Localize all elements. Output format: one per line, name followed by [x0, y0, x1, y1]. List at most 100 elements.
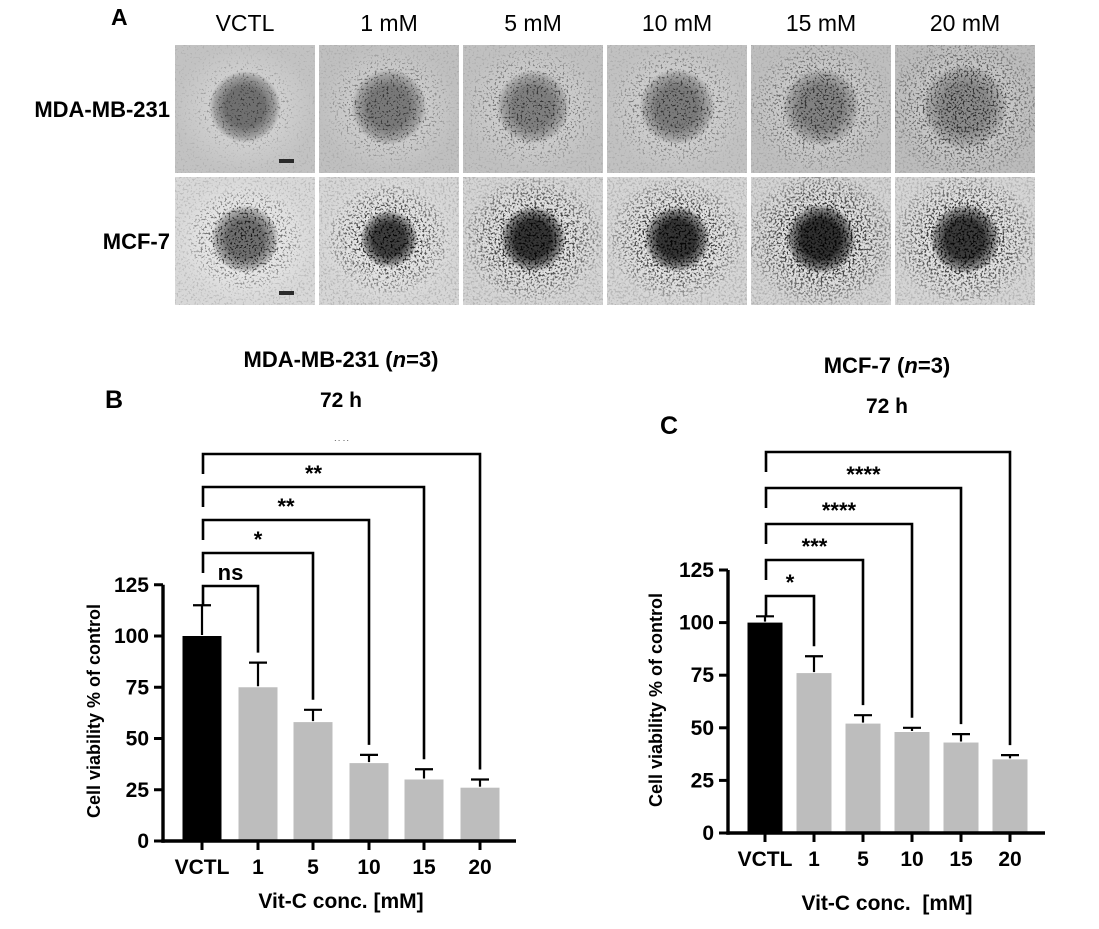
y-tick-label-25: 25	[691, 769, 715, 792]
micrograph-mda-mb-231-1-mm	[319, 45, 459, 173]
x-tick-label-15: 15	[412, 856, 436, 879]
x-tick-label-vctl: VCTL	[175, 856, 230, 879]
micrograph-mda-mb-231-15-mm	[751, 45, 891, 173]
bar-20	[992, 759, 1028, 833]
panel-b-title: MDA-MB-231 (n=3)	[161, 347, 521, 372]
x-tick-label-20: 20	[468, 856, 491, 879]
panel-c-label: C	[660, 412, 679, 440]
x-tick-label-15: 15	[949, 848, 973, 871]
x-tick-label-5: 5	[857, 848, 869, 871]
y-tick-label-125: 125	[114, 574, 149, 597]
sig-label-vctl-vs-10: ****	[822, 498, 857, 523]
cell-debris-speckle	[175, 45, 315, 173]
panel-b-title-post: =3)	[406, 347, 439, 372]
sig-label-vctl-vs-20: ****	[871, 440, 906, 451]
x-tick-label-1: 1	[808, 848, 820, 871]
y-tick-label-100: 100	[114, 625, 149, 648]
x-tick-label-20: 20	[998, 848, 1021, 871]
panel-c-title: MCF-7 (n=3)	[707, 353, 1067, 378]
scale-bar	[279, 291, 294, 295]
x-tick-label-vctl: VCTL	[738, 848, 793, 871]
panel-b-label: B	[105, 386, 124, 414]
bar-vctl	[747, 622, 783, 833]
panel-c-title-pre: MCF-7 (	[823, 353, 905, 378]
x-tick-label-10: 10	[357, 856, 380, 879]
bar-10	[894, 732, 930, 833]
bar-5	[293, 722, 333, 841]
cell-debris-speckle	[751, 45, 891, 173]
y-tick-label-25: 25	[126, 779, 150, 802]
y-axis-title: Cell viability % of control	[84, 604, 104, 818]
bar-1	[238, 687, 278, 841]
panel-b-title-n: n	[392, 347, 407, 372]
cell-debris-speckle	[175, 177, 315, 305]
panel-c-title-post: =3)	[917, 353, 951, 378]
sig-bracket-vctl-vs-5	[201, 551, 315, 700]
micrograph-mcf-7-20-mm	[895, 177, 1035, 305]
x-tick-label-10: 10	[900, 848, 923, 871]
micrograph-mcf-7-vctl	[175, 177, 315, 305]
panel-a-col-label-15-mm: 15 mM	[785, 10, 857, 36]
micrograph-mda-mb-231-5-mm	[463, 45, 603, 173]
y-tick-label-125: 125	[679, 559, 714, 582]
panel-a-col-label-10-mm: 10 mM	[641, 10, 713, 36]
sig-bracket-vctl-vs-10	[201, 518, 371, 745]
panel-a-col-label-1-mm: 1 mM	[360, 10, 418, 36]
x-axis-title: Vit-C conc. [mM]	[801, 892, 972, 915]
sig-label-vctl-vs-10: **	[277, 494, 295, 519]
sig-bracket-vctl-vs-15	[764, 486, 963, 725]
y-tick-label-75: 75	[691, 664, 715, 687]
micrograph-mda-mb-231-20-mm	[895, 45, 1035, 173]
sig-label-vctl-vs-5: *	[254, 527, 263, 552]
panel-c-subtitle: 72 h	[865, 395, 909, 418]
sig-bracket-vctl-vs-15	[201, 485, 426, 760]
panel-c-title-n: n	[904, 353, 918, 378]
scale-bar	[279, 159, 294, 163]
cell-debris-speckle	[607, 177, 747, 305]
x-axis-title: Vit-C conc. [mM]	[258, 890, 423, 913]
y-tick-label-100: 100	[679, 612, 714, 635]
panel-a-row-label-mda-mb-231: MDA-MB-231	[34, 97, 170, 122]
sig-bracket-vctl-vs-10	[764, 522, 914, 718]
micrograph-mcf-7-10-mm	[607, 177, 747, 305]
bar-vctl	[182, 636, 222, 841]
cell-debris-speckle	[895, 177, 1035, 305]
sig-bracket-vctl-vs-5	[764, 558, 865, 706]
x-tick-label-5: 5	[307, 856, 319, 879]
bar-10	[349, 763, 389, 841]
sig-label-vctl-vs-20: **	[333, 440, 351, 453]
panel-b-title-pre: MDA-MB-231 (	[243, 347, 393, 372]
bar-5	[845, 723, 881, 833]
cell-debris-speckle	[607, 45, 747, 173]
sig-bracket-vctl-vs-1	[764, 594, 816, 647]
sig-label-vctl-vs-15: **	[305, 461, 323, 486]
y-tick-label-0: 0	[702, 822, 714, 845]
bar-20	[460, 787, 500, 841]
micrograph-mda-mb-231-vctl	[175, 45, 315, 173]
y-tick-label-75: 75	[126, 676, 150, 699]
cell-debris-speckle	[751, 177, 891, 305]
y-tick-label-50: 50	[126, 728, 149, 751]
sig-label-vctl-vs-1: ns	[218, 560, 244, 585]
micrograph-mcf-7-5-mm	[463, 177, 603, 305]
bar-15	[943, 742, 979, 833]
panel-a-label: A	[111, 4, 128, 30]
y-axis-title: Cell viability % of control	[646, 593, 666, 807]
bar-1	[796, 673, 832, 833]
panel-b-subtitle: 72 h	[319, 389, 363, 412]
panel-a-col-label-5-mm: 5 mM	[504, 10, 562, 36]
y-tick-label-0: 0	[137, 830, 149, 853]
panel-a-row-label-mcf-7: MCF-7	[102, 229, 170, 254]
sig-bracket-vctl-vs-1	[201, 584, 260, 653]
micrograph-mcf-7-15-mm	[751, 177, 891, 305]
cell-debris-speckle	[463, 45, 603, 173]
sig-bracket-vctl-vs-20	[764, 450, 1012, 746]
sig-label-vctl-vs-5: ***	[802, 534, 828, 559]
cell-debris-speckle	[895, 45, 1035, 173]
micrograph-mcf-7-1-mm	[319, 177, 459, 305]
bar-15	[404, 779, 444, 841]
sig-bracket-vctl-vs-20	[201, 452, 482, 770]
